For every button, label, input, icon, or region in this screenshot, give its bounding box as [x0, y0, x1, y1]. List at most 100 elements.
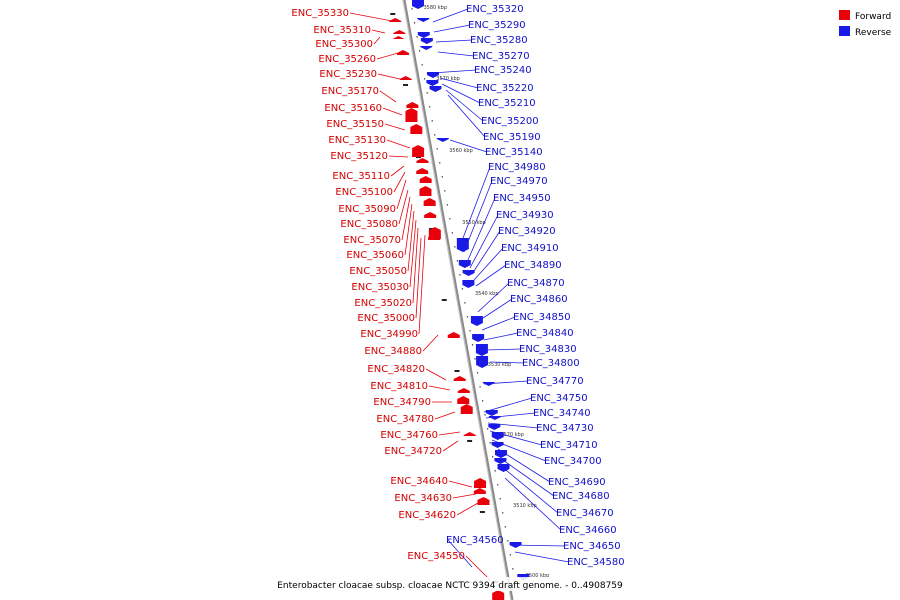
gene-label-enc-34800[interactable]: ENC_34800 — [522, 358, 580, 369]
gene-label-enc-34770[interactable]: ENC_34770 — [526, 376, 584, 387]
reverse-gene-glyph[interactable] — [429, 86, 442, 92]
gene-label-enc-35330[interactable]: ENC_35330 — [291, 8, 349, 19]
forward-gene-glyph[interactable] — [406, 102, 419, 108]
forward-gene-glyph[interactable] — [392, 36, 405, 39]
reverse-gene-glyph[interactable] — [470, 316, 483, 326]
reverse-gene-glyph[interactable] — [491, 442, 504, 448]
gene-label-enc-34840[interactable]: ENC_34840 — [516, 328, 574, 339]
gene-label-enc-34560[interactable]: ENC_34560 — [446, 535, 504, 546]
forward-gene-glyph[interactable] — [416, 158, 429, 163]
gene-label-enc-34820[interactable]: ENC_34820 — [367, 364, 425, 375]
gene-label-enc-34930[interactable]: ENC_34930 — [496, 210, 554, 221]
reverse-gene-glyph[interactable] — [426, 72, 439, 78]
forward-gene-glyph[interactable] — [412, 145, 425, 157]
forward-gene-glyph[interactable] — [416, 168, 429, 174]
reverse-gene-glyph[interactable] — [456, 238, 469, 252]
forward-gene-glyph[interactable] — [457, 388, 470, 393]
reverse-gene-glyph[interactable] — [436, 138, 449, 142]
gene-label-enc-35300[interactable]: ENC_35300 — [315, 39, 373, 50]
gene-label-enc-34980[interactable]: ENC_34980 — [488, 162, 546, 173]
gene-label-enc-35110[interactable]: ENC_35110 — [332, 171, 390, 182]
gene-label-enc-34690[interactable]: ENC_34690 — [548, 477, 606, 488]
gene-label-enc-34950[interactable]: ENC_34950 — [493, 193, 551, 204]
reverse-gene-glyph[interactable] — [509, 542, 522, 548]
reverse-gene-glyph[interactable] — [417, 32, 430, 38]
reverse-gene-glyph[interactable] — [494, 458, 507, 464]
reverse-gene-glyph[interactable] — [488, 424, 501, 430]
gene-label-enc-34670[interactable]: ENC_34670 — [556, 508, 614, 519]
gene-label-enc-35170[interactable]: ENC_35170 — [321, 86, 379, 97]
gene-label-enc-35130[interactable]: ENC_35130 — [328, 135, 386, 146]
forward-gene-glyph[interactable] — [399, 76, 412, 80]
gene-label-enc-35090[interactable]: ENC_35090 — [338, 204, 396, 215]
reverse-gene-glyph[interactable] — [426, 80, 439, 86]
gene-label-enc-34810[interactable]: ENC_34810 — [370, 381, 428, 392]
forward-gene-glyph[interactable] — [473, 488, 486, 494]
gene-label-enc-34790[interactable]: ENC_34790 — [373, 397, 431, 408]
gene-label-enc-35100[interactable]: ENC_35100 — [335, 187, 393, 198]
gene-label-enc-34620[interactable]: ENC_34620 — [398, 510, 456, 521]
forward-gene-glyph[interactable] — [460, 404, 473, 414]
reverse-gene-glyph[interactable] — [472, 334, 485, 342]
reverse-gene-glyph[interactable] — [458, 260, 471, 268]
gene-label-enc-35220[interactable]: ENC_35220 — [476, 83, 534, 94]
reverse-gene-glyph[interactable] — [495, 450, 507, 458]
gene-label-enc-35260[interactable]: ENC_35260 — [318, 54, 376, 65]
reverse-gene-glyph[interactable] — [462, 270, 475, 276]
gene-label-enc-34760[interactable]: ENC_34760 — [380, 430, 438, 441]
forward-gene-glyph[interactable] — [410, 124, 423, 134]
reverse-gene-glyph[interactable] — [476, 356, 489, 368]
gene-label-enc-34830[interactable]: ENC_34830 — [519, 344, 577, 355]
gene-label-enc-35020[interactable]: ENC_35020 — [354, 298, 412, 309]
gene-label-enc-35030[interactable]: ENC_35030 — [351, 282, 409, 293]
reverse-gene-glyph[interactable] — [491, 432, 504, 440]
gene-label-enc-35140[interactable]: ENC_35140 — [485, 147, 543, 158]
forward-gene-glyph[interactable] — [423, 198, 436, 206]
forward-gene-glyph[interactable] — [492, 590, 505, 600]
gene-label-enc-35190[interactable]: ENC_35190 — [483, 132, 541, 143]
gene-label-enc-35310[interactable]: ENC_35310 — [313, 25, 371, 36]
gene-label-enc-34920[interactable]: ENC_34920 — [498, 226, 556, 237]
reverse-gene-glyph[interactable] — [488, 416, 501, 420]
gene-label-enc-34780[interactable]: ENC_34780 — [376, 414, 434, 425]
forward-gene-glyph[interactable] — [424, 212, 437, 218]
gene-label-enc-34750[interactable]: ENC_34750 — [530, 393, 588, 404]
reverse-gene-glyph[interactable] — [417, 18, 430, 22]
forward-gene-glyph[interactable] — [405, 108, 418, 122]
forward-gene-glyph[interactable] — [474, 478, 487, 488]
gene-label-enc-35320[interactable]: ENC_35320 — [466, 4, 524, 15]
forward-gene-glyph[interactable] — [393, 30, 406, 34]
gene-label-enc-34890[interactable]: ENC_34890 — [504, 260, 562, 271]
gene-label-enc-34680[interactable]: ENC_34680 — [552, 491, 610, 502]
forward-gene-glyph[interactable] — [453, 376, 466, 381]
gene-label-enc-34700[interactable]: ENC_34700 — [544, 456, 602, 467]
forward-gene-glyph[interactable] — [447, 332, 460, 338]
gene-label-enc-34870[interactable]: ENC_34870 — [507, 278, 565, 289]
gene-label-enc-34720[interactable]: ENC_34720 — [384, 446, 442, 457]
gene-label-enc-35290[interactable]: ENC_35290 — [468, 20, 526, 31]
gene-label-enc-34660[interactable]: ENC_34660 — [559, 525, 617, 536]
reverse-gene-glyph[interactable] — [485, 410, 498, 416]
reverse-gene-glyph[interactable] — [475, 344, 488, 356]
reverse-gene-glyph[interactable] — [412, 0, 424, 9]
gene-label-enc-34730[interactable]: ENC_34730 — [536, 423, 594, 434]
forward-gene-glyph[interactable] — [477, 497, 490, 505]
forward-gene-glyph[interactable] — [389, 18, 402, 22]
gene-label-enc-35200[interactable]: ENC_35200 — [481, 116, 539, 127]
gene-label-enc-34640[interactable]: ENC_34640 — [390, 476, 448, 487]
forward-gene-glyph[interactable] — [397, 50, 409, 55]
gene-label-enc-34740[interactable]: ENC_34740 — [533, 408, 591, 419]
gene-label-enc-34860[interactable]: ENC_34860 — [510, 294, 568, 305]
gene-label-enc-35080[interactable]: ENC_35080 — [340, 219, 398, 230]
gene-label-enc-34650[interactable]: ENC_34650 — [563, 541, 621, 552]
gene-label-enc-34990[interactable]: ENC_34990 — [360, 329, 418, 340]
gene-label-enc-35120[interactable]: ENC_35120 — [330, 151, 388, 162]
gene-label-enc-35280[interactable]: ENC_35280 — [470, 35, 528, 46]
forward-gene-glyph[interactable] — [428, 234, 441, 240]
gene-label-enc-34970[interactable]: ENC_34970 — [490, 176, 548, 187]
gene-label-enc-34550[interactable]: ENC_34550 — [407, 551, 465, 562]
gene-label-enc-35000[interactable]: ENC_35000 — [357, 313, 415, 324]
reverse-gene-glyph[interactable] — [420, 38, 433, 44]
reverse-gene-glyph[interactable] — [482, 382, 495, 386]
gene-label-enc-35270[interactable]: ENC_35270 — [472, 51, 530, 62]
